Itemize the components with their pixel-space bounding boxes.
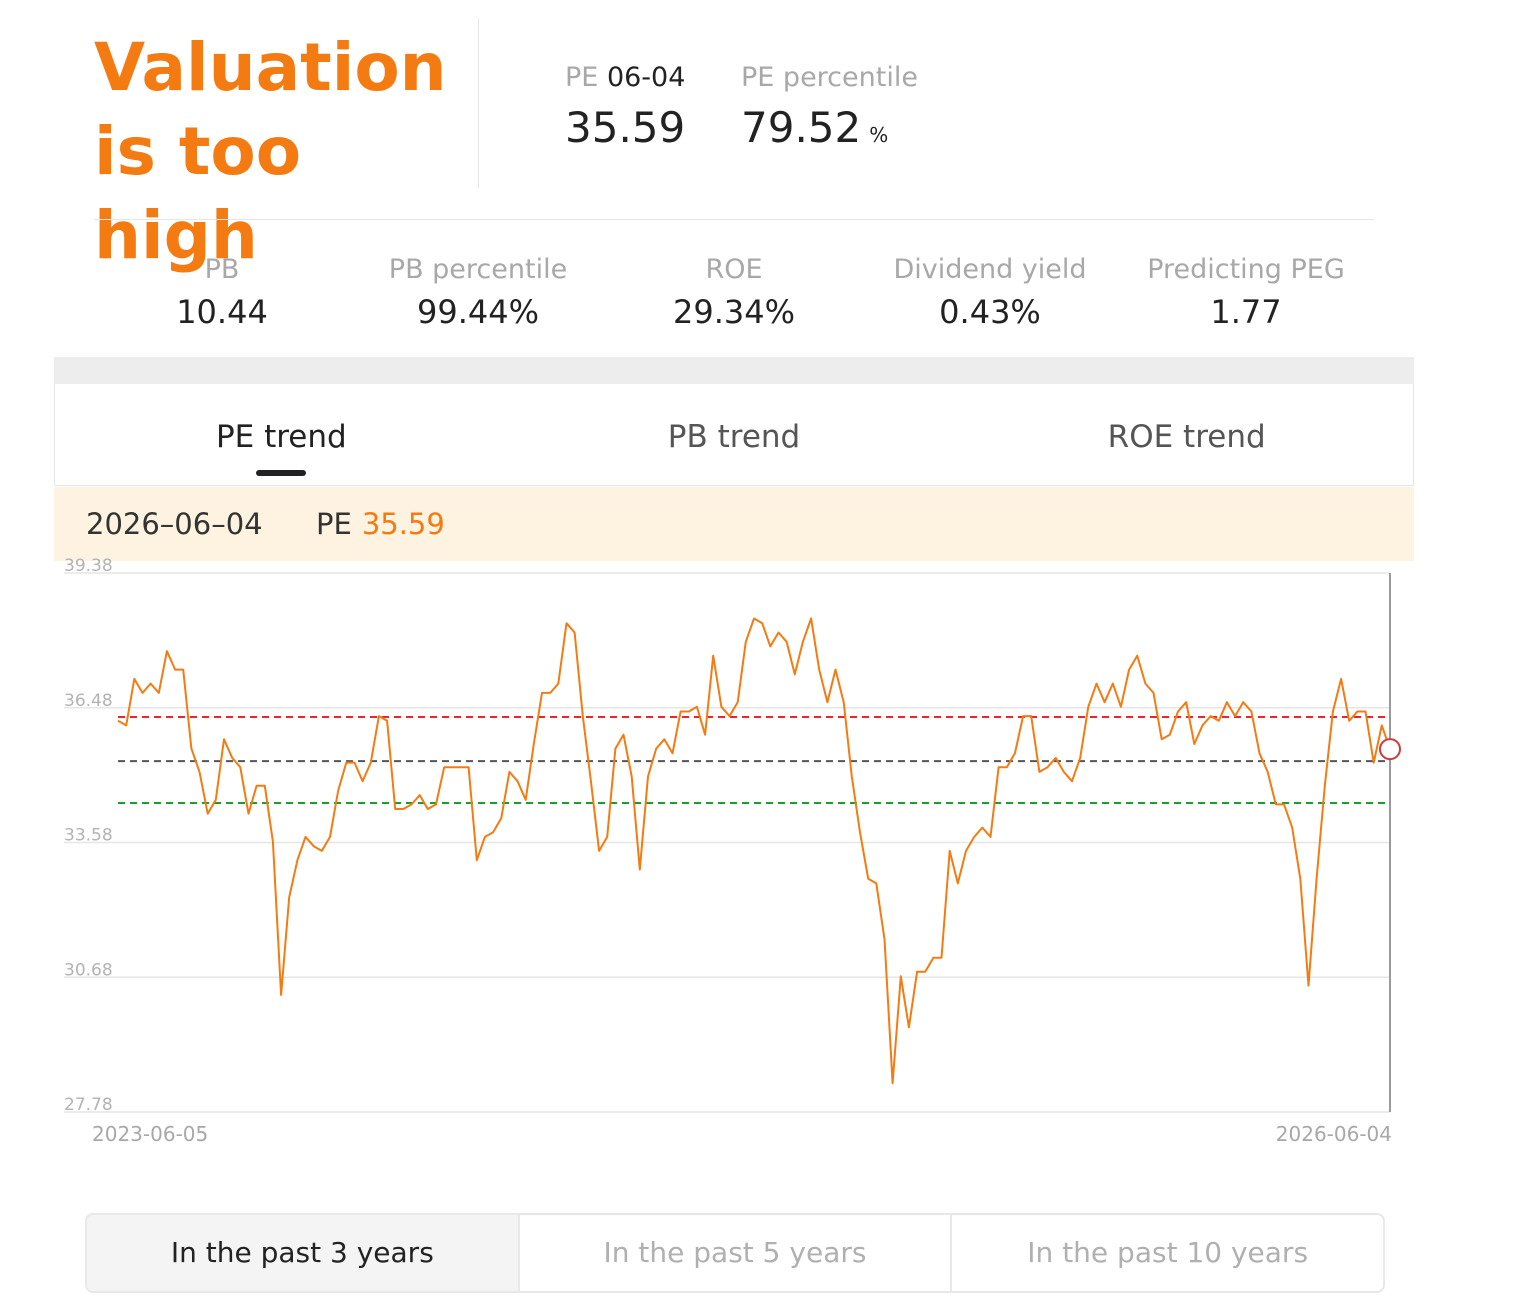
range-10-years[interactable]: In the past 10 years <box>950 1215 1383 1291</box>
tab-pb-trend[interactable]: PB trend <box>508 384 961 485</box>
y-tick-label: 30.68 <box>64 960 113 980</box>
stat-label: ROE <box>705 254 763 285</box>
stat-value: 10.44 <box>176 293 268 331</box>
tab-label: PE trend <box>215 419 347 455</box>
stat-value: 29.34% <box>672 293 795 331</box>
range-3-years[interactable]: In the past 3 years <box>87 1215 518 1291</box>
selected-pe: PE 35.59 <box>316 507 445 541</box>
pe-metric: PE 06-04 35.59 <box>565 60 685 156</box>
y-tick-label: 27.78 <box>64 1095 113 1115</box>
stat-dividend-yield: Dividend yield 0.43% <box>862 252 1118 334</box>
tab-label: ROE trend <box>1107 419 1266 455</box>
stat-value: 1.77 <box>1210 293 1282 331</box>
x-start-label: 2023-06-05 <box>92 1122 208 1146</box>
valuation-stats: PB 10.44 PB percentile 99.44% ROE 29.34%… <box>94 252 1374 334</box>
section-divider <box>94 219 1374 220</box>
stat-roe: ROE 29.34% <box>606 252 862 334</box>
range-5-years[interactable]: In the past 5 years <box>517 1215 951 1291</box>
tab-label: PB trend <box>667 419 801 455</box>
selected-pe-value: 35.59 <box>361 507 445 541</box>
stat-label: Dividend yield <box>893 254 1087 285</box>
tab-roe-trend[interactable]: ROE trend <box>960 384 1413 485</box>
stat-value: 99.44% <box>416 293 539 331</box>
pe-percentile-label: PE percentile <box>741 62 918 93</box>
stat-pb: PB 10.44 <box>94 252 350 334</box>
stat-value: 0.43% <box>939 293 1041 331</box>
tabs-top-bar <box>54 357 1414 384</box>
pe-percentile-metric: PE percentile 79.52% <box>741 60 918 163</box>
x-end-label: 2026-06-04 <box>1276 1122 1392 1146</box>
y-tick-label: 33.58 <box>64 826 113 846</box>
stat-label: Predicting PEG <box>1147 254 1345 285</box>
pe-percentile-value: 79.52% <box>741 103 889 152</box>
trend-tabs: PE trend PB trend ROE trend <box>54 384 1414 486</box>
stat-label: PB percentile <box>388 254 568 285</box>
selected-date: 2026–06–04 <box>86 507 263 541</box>
current-point-marker <box>1379 738 1401 761</box>
pe-metric-date: 06-04 <box>606 62 686 93</box>
header-divider <box>478 18 479 188</box>
pe-percentile-unit: % <box>869 123 889 147</box>
valuation-verdict: Valuation is too high <box>94 29 447 274</box>
pe-series-line <box>117 617 1391 1085</box>
tab-pe-trend[interactable]: PE trend <box>55 384 508 485</box>
time-range-selector: In the past 3 years In the past 5 years … <box>85 1213 1385 1293</box>
active-tab-indicator <box>256 470 307 476</box>
pe-metric-label: PE 06-04 <box>565 62 686 93</box>
stat-label: PB <box>204 254 240 285</box>
selected-point-info: 2026–06–04 PE 35.59 <box>54 487 1414 561</box>
y-tick-label: 36.48 <box>64 691 113 711</box>
stat-predicting-peg: Predicting PEG 1.77 <box>1118 252 1374 334</box>
pe-metric-value: 35.59 <box>565 103 686 152</box>
stat-pb-percentile: PB percentile 99.44% <box>350 252 606 334</box>
